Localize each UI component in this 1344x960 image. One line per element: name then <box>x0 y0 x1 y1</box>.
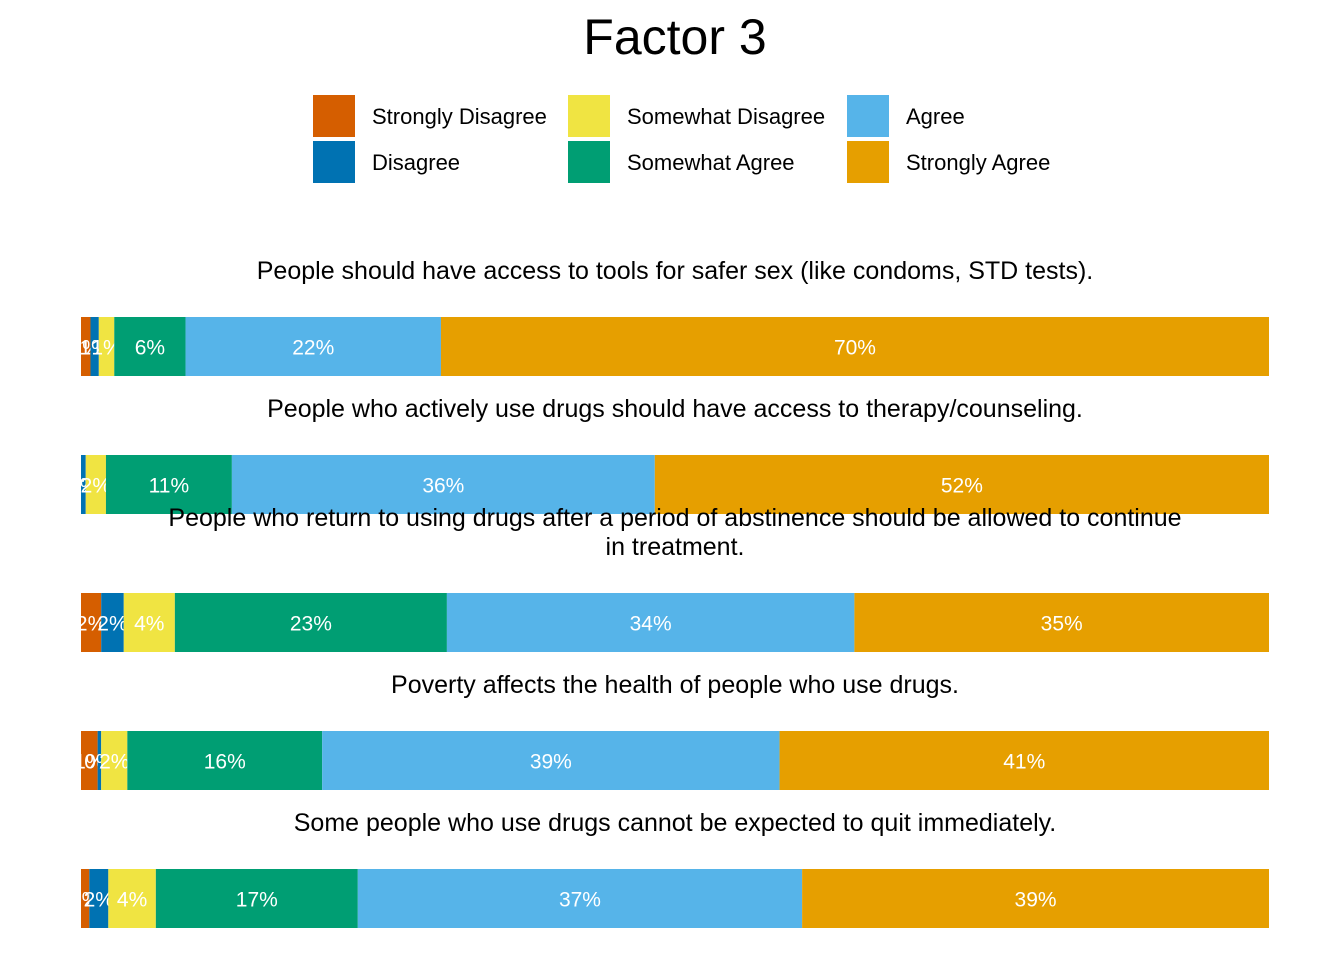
bar-segment-strongly-agree <box>779 731 1269 790</box>
question-label: Poverty affects the health of people who… <box>391 671 959 699</box>
question-label: People who actively use drugs should hav… <box>267 395 1083 423</box>
data-label: 36% <box>422 475 464 498</box>
chart-title: Factor 3 <box>583 9 766 65</box>
data-label: 6% <box>135 337 165 360</box>
item-row: Poverty affects the health of people who… <box>74 671 1269 790</box>
chart-rows: People should have access to tools for s… <box>66 257 1269 928</box>
bar-segment-somewhat-agree <box>174 593 447 652</box>
item-row: People who actively use drugs should hav… <box>66 395 1269 514</box>
data-label: 2% <box>99 751 129 774</box>
data-label: 22% <box>292 337 334 360</box>
legend-item-strongly-disagree: Strongly Disagree <box>313 95 547 137</box>
legend-swatch <box>847 95 889 137</box>
data-label: 23% <box>290 613 332 636</box>
data-label: 34% <box>630 613 672 636</box>
data-label: 41% <box>1003 751 1045 774</box>
bar-segment-somewhat-agree <box>127 731 323 790</box>
legend-item-strongly-agree: Strongly Agree <box>847 141 1050 183</box>
bar-segment-agree <box>357 869 803 928</box>
bar-segment-somewhat-disagree <box>98 317 115 376</box>
bar-segment-agree <box>322 731 780 790</box>
legend-swatch <box>847 141 889 183</box>
item-row: People who return to using drugs after a… <box>76 504 1269 652</box>
legend-label: Disagree <box>372 150 460 175</box>
bar-segment-disagree <box>81 455 86 514</box>
legend-item-somewhat-agree: Somewhat Agree <box>568 141 795 183</box>
bar-segment-strongly-agree <box>440 317 1269 376</box>
bar-segment-somewhat-disagree <box>85 455 106 514</box>
bar-segment-strongly-agree <box>854 593 1269 652</box>
data-label: 35% <box>1041 613 1083 636</box>
bar-segment-agree <box>231 455 655 514</box>
data-label: 4% <box>134 613 164 636</box>
bar-segment-disagree <box>101 593 124 652</box>
bar-segment-somewhat-agree <box>114 317 186 376</box>
bar-segment-strongly-disagree <box>81 593 102 652</box>
data-label: 16% <box>204 751 246 774</box>
bar-segment-strongly-agree <box>654 455 1269 514</box>
legend-swatch <box>313 95 355 137</box>
legend: Strongly Disagree Disagree Somewhat Disagr… <box>313 95 1050 183</box>
bar-segment-agree <box>185 317 441 376</box>
data-label: 2% <box>97 613 127 636</box>
legend-label: Strongly Agree <box>906 150 1050 175</box>
bar-segment-disagree <box>90 317 99 376</box>
question-label: People should have access to tools for s… <box>257 257 1094 285</box>
bar-segment-disagree <box>89 869 109 928</box>
data-label: 2% <box>81 475 111 498</box>
legend-item-somewhat-disagree: Somewhat Disagree <box>568 95 825 137</box>
data-label: 1% <box>91 337 121 360</box>
bar-segment-strongly-agree <box>802 869 1269 928</box>
data-label: 2% <box>84 889 114 912</box>
question-label: People who return to using drugs after a… <box>168 504 1181 561</box>
data-label: 70% <box>834 337 876 360</box>
data-label: 17% <box>236 889 278 912</box>
data-label: 52% <box>941 475 983 498</box>
data-label: 2% <box>76 613 106 636</box>
legend-item-disagree: Disagree <box>313 141 460 183</box>
legend-swatch <box>313 141 355 183</box>
data-label: 11% <box>149 475 189 498</box>
bar-segment-somewhat-agree <box>155 869 358 928</box>
legend-label: Somewhat Agree <box>627 150 795 175</box>
item-row: Some people who use drugs cannot be expe… <box>70 809 1269 928</box>
legend-label: Strongly Disagree <box>372 104 547 129</box>
legend-swatch <box>568 95 610 137</box>
data-label: 39% <box>530 751 572 774</box>
bar-segment-somewhat-disagree <box>108 869 156 928</box>
bar-segment-strongly-disagree <box>81 317 91 376</box>
data-label: 39% <box>1015 889 1057 912</box>
bar-segment-somewhat-agree <box>105 455 232 514</box>
legend-label: Somewhat Disagree <box>627 104 825 129</box>
data-label: 1% <box>74 751 104 774</box>
bar-segment-agree <box>446 593 855 652</box>
bar-segment-strongly-disagree <box>81 869 90 928</box>
question-label: Some people who use drugs cannot be expe… <box>294 809 1057 837</box>
bar-segment-somewhat-disagree <box>123 593 175 652</box>
bar-segment-disagree <box>97 731 102 790</box>
item-row: People should have access to tools for s… <box>71 257 1269 376</box>
data-label: 4% <box>117 889 147 912</box>
data-label: 37% <box>559 889 601 912</box>
legend-swatch <box>568 141 610 183</box>
bar-segment-somewhat-disagree <box>101 731 128 790</box>
legend-item-agree: Agree <box>847 95 965 137</box>
legend-label: Agree <box>906 104 965 129</box>
bar-segment-strongly-disagree <box>81 731 98 790</box>
